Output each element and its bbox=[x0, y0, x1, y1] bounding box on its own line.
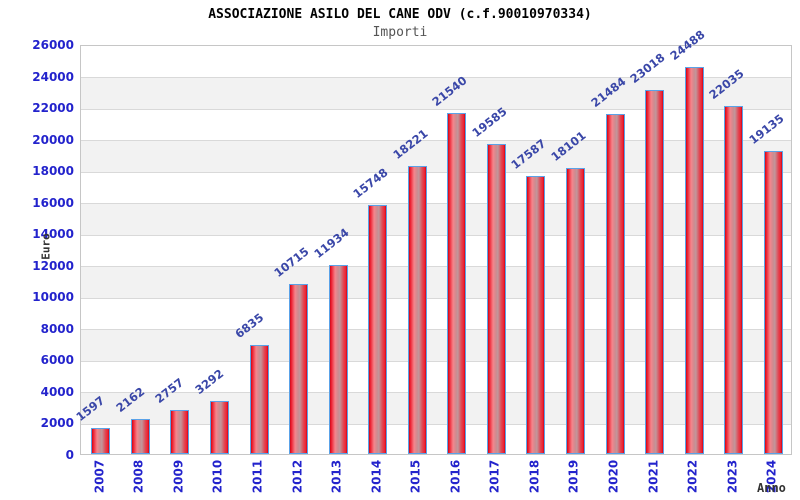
bar-2011 bbox=[249, 345, 269, 454]
gridline-14000 bbox=[81, 234, 791, 236]
bar-2008 bbox=[130, 418, 150, 454]
bar-2024 bbox=[763, 151, 783, 454]
x-tick-label-2015: 2015 bbox=[408, 459, 423, 494]
bar-value-label-2008: 2162 bbox=[113, 384, 148, 415]
bar-value-label-2023: 22035 bbox=[706, 65, 747, 102]
bar-2020 bbox=[605, 114, 625, 454]
y-axis-title: Euro bbox=[39, 233, 53, 260]
x-tick-label-2007: 2007 bbox=[92, 459, 107, 494]
bar-2019 bbox=[565, 167, 585, 454]
bar-value-label-2018: 17587 bbox=[508, 136, 549, 172]
bar-2016 bbox=[447, 113, 467, 454]
bar-value-label-2014: 15748 bbox=[350, 165, 391, 201]
y-tick-label-6000: 6000 bbox=[40, 353, 74, 368]
bar-value-label-2013: 11934 bbox=[310, 225, 352, 261]
chart-title: ASSOCIAZIONE ASILO DEL CANE ODV (c.f.900… bbox=[208, 7, 592, 22]
bar-value-label-2017: 19585 bbox=[469, 104, 510, 141]
x-tick-label-2011: 2011 bbox=[250, 459, 265, 494]
y-tick-label-12000: 12000 bbox=[32, 258, 74, 273]
bar-2023 bbox=[724, 105, 744, 454]
gridline-6000 bbox=[81, 360, 791, 362]
bar-2022 bbox=[684, 66, 704, 454]
bar-value-label-2019: 18101 bbox=[548, 127, 589, 164]
y-tick-label-0: 0 bbox=[65, 448, 74, 462]
gridline-10000 bbox=[81, 297, 791, 299]
bar-value-label-2016: 21540 bbox=[429, 73, 470, 110]
bar-2014 bbox=[368, 204, 388, 454]
y-tick-label-26000: 26000 bbox=[32, 38, 74, 52]
bar-2012 bbox=[289, 284, 309, 454]
bar-value-label-2020: 21484 bbox=[587, 74, 629, 111]
y-tick-label-4000: 4000 bbox=[40, 384, 74, 399]
y-tick-label-2000: 2000 bbox=[40, 416, 74, 431]
y-tick-label-18000: 18000 bbox=[32, 164, 74, 179]
gridline-20000 bbox=[81, 140, 791, 142]
bar-2021 bbox=[645, 90, 665, 454]
bar-value-label-2012: 10715 bbox=[271, 244, 312, 281]
bar-2007 bbox=[91, 427, 111, 454]
bar-2009 bbox=[170, 409, 190, 454]
x-tick-label-2022: 2022 bbox=[685, 459, 700, 494]
bar-value-label-2021: 23018 bbox=[627, 50, 668, 87]
x-tick-label-2014: 2014 bbox=[369, 459, 384, 494]
x-tick-label-2020: 2020 bbox=[606, 459, 621, 494]
x-tick-label-2023: 2023 bbox=[725, 459, 740, 494]
x-tick-label-2019: 2019 bbox=[566, 459, 581, 494]
x-tick-label-2021: 2021 bbox=[646, 459, 661, 494]
bar-value-label-2015: 18221 bbox=[390, 126, 431, 162]
gridline-12000 bbox=[81, 266, 791, 268]
bar-2010 bbox=[209, 401, 229, 454]
x-tick-label-2016: 2016 bbox=[448, 459, 463, 494]
x-axis-title: Anno bbox=[757, 481, 786, 495]
plot-area: 1597 2162 2757 3292 6835 10715 11934 15748 18221… bbox=[74, 27, 792, 455]
y-tick-label-22000: 22000 bbox=[32, 101, 74, 116]
y-tick-label-16000: 16000 bbox=[32, 195, 74, 210]
x-tick-label-2012: 2012 bbox=[290, 459, 305, 494]
bar-value-label-2007: 1597 bbox=[73, 393, 108, 424]
x-tick-label-2018: 2018 bbox=[527, 459, 542, 494]
bar-2017 bbox=[486, 144, 506, 454]
bar-value-label-2024: 19135 bbox=[746, 111, 787, 148]
y-tick-label-24000: 24000 bbox=[32, 69, 74, 84]
x-tick-label-2017: 2017 bbox=[487, 459, 502, 494]
bar-2018 bbox=[526, 175, 546, 454]
gridline-16000 bbox=[81, 203, 791, 205]
bar-2015 bbox=[407, 165, 427, 454]
gridline-18000 bbox=[81, 171, 791, 173]
y-tick-label-20000: 20000 bbox=[32, 132, 74, 147]
x-tick-label-2010: 2010 bbox=[210, 459, 225, 494]
gridline-2000 bbox=[81, 423, 791, 425]
bar-value-label-2009: 2757 bbox=[152, 374, 187, 406]
bar-2013 bbox=[328, 264, 348, 454]
bar-value-label-2011: 6835 bbox=[231, 310, 266, 342]
gridline-4000 bbox=[81, 392, 791, 394]
x-tick-label-2013: 2013 bbox=[329, 459, 344, 494]
x-tick-label-2009: 2009 bbox=[171, 459, 186, 494]
y-tick-label-8000: 8000 bbox=[40, 321, 74, 336]
chart-subtitle: Importi bbox=[372, 25, 428, 40]
y-tick-label-14000: 14000 bbox=[32, 227, 74, 242]
y-tick-label-10000: 10000 bbox=[32, 290, 74, 305]
x-tick-label-2008: 2008 bbox=[131, 459, 146, 494]
gridline-22000 bbox=[81, 108, 791, 110]
gridline-24000 bbox=[81, 77, 791, 79]
gridline-8000 bbox=[81, 329, 791, 331]
